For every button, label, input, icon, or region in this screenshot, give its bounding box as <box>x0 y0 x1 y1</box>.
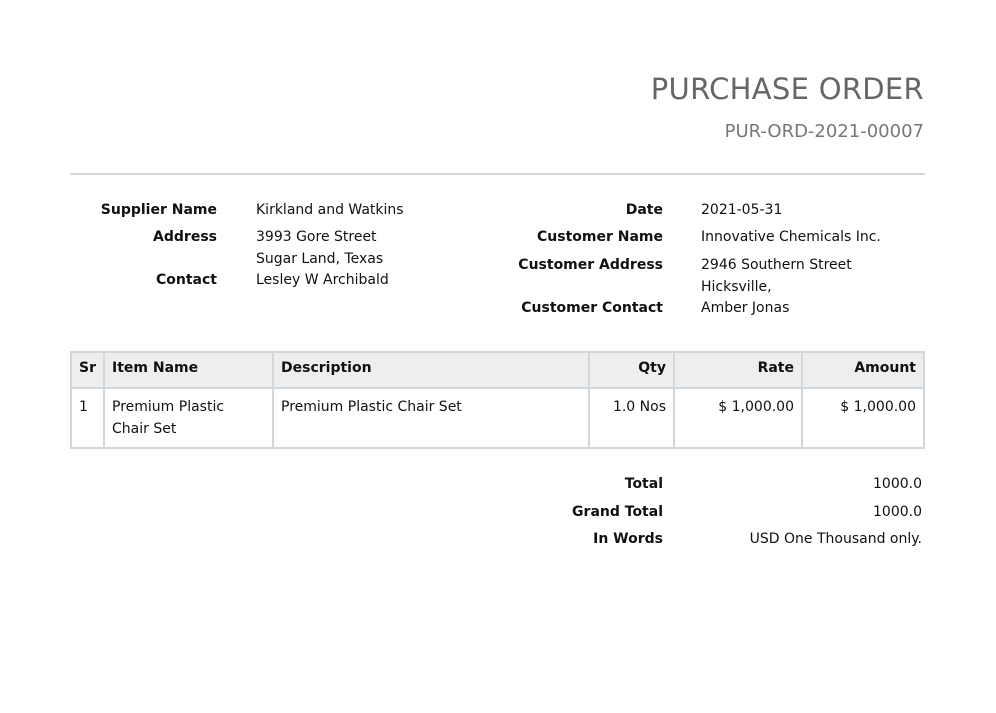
supplier-address-line1: 3993 Gore Street <box>256 229 377 245</box>
total-value: 1000.0 <box>873 476 922 492</box>
supplier-name: Kirkland and Watkins <box>256 202 404 218</box>
cell-rate: $ 1,000.00 <box>673 387 803 449</box>
customer-name-label: Customer Name <box>537 229 663 245</box>
date-label: Date <box>625 202 663 218</box>
grand-total-label: Grand Total <box>572 504 663 520</box>
document-title: PURCHASE ORDER <box>650 72 924 106</box>
col-rate: Rate <box>673 351 803 389</box>
customer-name: Innovative Chemicals Inc. <box>701 229 881 245</box>
col-item-name: Item Name <box>103 351 274 389</box>
col-description: Description <box>272 351 590 389</box>
divider <box>70 173 925 175</box>
col-amount: Amount <box>801 351 925 389</box>
supplier-name-label: Supplier Name <box>100 202 217 218</box>
cell-sr: 1 <box>70 387 105 449</box>
customer-address-line2: Hicksville, <box>701 279 772 295</box>
grand-total-value: 1000.0 <box>873 504 922 520</box>
table-row: 1 Premium Plastic Chair Set Premium Plas… <box>70 387 925 449</box>
customer-contact-label: Customer Contact <box>521 300 663 316</box>
date: 2021-05-31 <box>701 202 783 218</box>
customer-address-line1: 2946 Southern Street <box>701 257 852 273</box>
address-label: Address <box>153 229 217 245</box>
po-number: PUR-ORD-2021-00007 <box>724 121 924 142</box>
customer-address-label: Customer Address <box>518 257 663 273</box>
items-table: Sr Item Name Description Qty Rate Amount… <box>70 351 925 449</box>
col-sr: Sr <box>70 351 105 389</box>
supplier-contact: Lesley W Archibald <box>256 272 389 288</box>
table-header-row: Sr Item Name Description Qty Rate Amount <box>70 351 925 389</box>
customer-contact: Amber Jonas <box>701 300 790 316</box>
in-words-label: In Words <box>593 531 663 547</box>
col-qty: Qty <box>588 351 675 389</box>
in-words-value: USD One Thousand only. <box>749 531 922 547</box>
contact-label: Contact <box>156 272 217 288</box>
total-label: Total <box>624 476 663 492</box>
cell-qty: 1.0 Nos <box>588 387 675 449</box>
cell-item-name: Premium Plastic Chair Set <box>103 387 274 449</box>
cell-description: Premium Plastic Chair Set <box>272 387 590 449</box>
cell-amount: $ 1,000.00 <box>801 387 925 449</box>
supplier-address-line2: Sugar Land, Texas <box>256 251 384 267</box>
